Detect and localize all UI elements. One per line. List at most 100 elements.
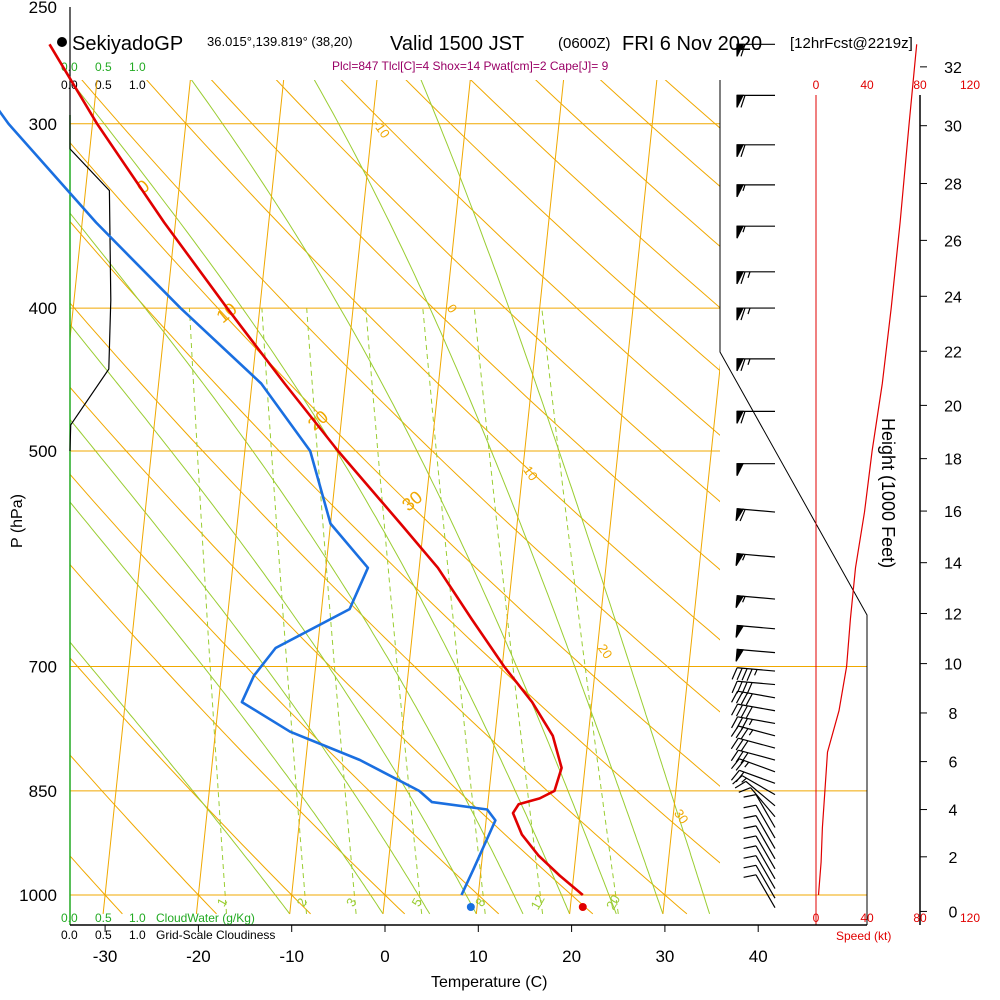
wind-barb-full [743, 835, 757, 840]
moist-adiabat-line [190, 80, 617, 915]
wind-barb-full [730, 725, 739, 737]
spd-top-tick-3: 120 [960, 78, 980, 92]
wind-barb [736, 463, 775, 476]
mixing-ratio-label: 20 [603, 892, 623, 912]
wind-barb-staff [755, 804, 776, 839]
height-tick-label: 4 [949, 803, 958, 820]
wind-barb-full [732, 775, 743, 785]
wind-barb-full [740, 307, 746, 321]
wind-barb-staff [738, 749, 776, 761]
wind-barb-full [735, 704, 744, 717]
wind-barb [743, 874, 776, 908]
wind-barb-full [734, 780, 747, 789]
bottom-speed-scale: 0 40 80 120 [813, 911, 981, 925]
wind-barb-full [731, 716, 739, 729]
wind-barb-half [747, 358, 751, 366]
pressure-tick-label: 700 [29, 658, 57, 677]
bottom-cloudiness-scale: 0.0 0.5 1.0 Grid-Scale Cloudiness [61, 928, 275, 942]
forecast-info: [12hrFcst@2219z] [790, 35, 913, 52]
dry-adiabat-line [405, 80, 720, 372]
surface-temperature-dot [578, 903, 587, 911]
temperature-tick-label: 40 [749, 947, 768, 966]
height-tick-label: 30 [944, 119, 962, 136]
dry-adiabat-line [535, 80, 720, 248]
spd-top-tick-0: 0 [813, 78, 820, 92]
height-tick-label: 22 [944, 344, 962, 361]
wind-barb-full [730, 737, 739, 750]
wind-barb-full [743, 794, 757, 798]
dry-adiabats [70, 7, 1000, 915]
wind-barb-full [740, 740, 749, 752]
isobars [70, 123, 867, 896]
dry-adiabat-line [70, 386, 594, 915]
wind-barb [731, 680, 776, 695]
isotherms [70, 80, 720, 914]
top-cloudiness-scale: 0.0 0.5 1.0 [61, 78, 146, 92]
temperature-profile [48, 43, 584, 896]
dry-adiabat-line [81, 80, 720, 713]
wind-barb-half [747, 307, 751, 315]
spd-bot-tick-1: 40 [860, 911, 874, 925]
wind-speed-line [817, 44, 918, 896]
cw-bot-tick-1: 0.5 [95, 911, 112, 925]
temperature-tick-label: 20 [562, 947, 581, 966]
mixing-ratio-line [422, 308, 486, 914]
wind-barb [743, 855, 776, 889]
height-tick-label: 14 [944, 556, 962, 573]
wind-barb-staff [739, 769, 776, 784]
wind-barb-staff [738, 737, 776, 749]
wind-barb-staff [755, 864, 776, 899]
temperature-tick-label: -10 [279, 947, 304, 966]
cl-bot-tick-1: 0.5 [95, 928, 112, 942]
station-marker-icon [57, 37, 67, 47]
speed-label: Speed (kt) [836, 929, 891, 943]
wind-barb-full [730, 769, 740, 781]
height-tick-label: 16 [944, 504, 962, 521]
dry-adiabat-line [70, 473, 500, 915]
wind-barb-full [740, 271, 746, 285]
wind-barb-flag [736, 94, 744, 108]
spd-bot-tick-2: 80 [913, 911, 927, 925]
dry-adiabat-line [70, 855, 123, 915]
wind-barb-staff [755, 845, 776, 880]
wind-barb-full [739, 509, 746, 522]
wind-barb-staff [737, 667, 776, 672]
wind-barb [736, 225, 775, 239]
wind-barb-full [746, 668, 753, 681]
station-name: SekiyadoGP [72, 33, 183, 55]
temperature-axis-label: Temperature (C) [431, 974, 547, 991]
height-tick-label: 26 [944, 233, 962, 250]
height-tick-label: 6 [949, 755, 958, 772]
dry-adiabat-line [664, 80, 720, 129]
mixing-ratio-label: 5 [408, 895, 425, 909]
wind-barb [738, 787, 776, 818]
dry-adiabat-line [962, 7, 1000, 914]
mixing-ratio-label: 1 [214, 895, 231, 909]
moist-adiabat-line [70, 212, 524, 915]
moist-adiabat-line [70, 323, 477, 915]
wind-barb [731, 703, 776, 719]
isotherm-label: 10 [520, 463, 541, 483]
wind-barb-flag [736, 271, 744, 285]
spd-top-tick-2: 80 [913, 78, 927, 92]
stability-indices: Plcl=847 Tlcl[C]=4 Shox=14 Pwat[cm]=2 Ca… [332, 59, 609, 73]
pressure-tick-label: 300 [29, 115, 57, 134]
wind-barb [735, 648, 776, 662]
dry-adiabat-label: 10 [213, 299, 241, 327]
wind-barb-full [731, 681, 738, 694]
isotherm-line [569, 80, 658, 914]
dry-adiabat-line [146, 80, 720, 641]
height-tick-label: 18 [944, 452, 962, 469]
wind-barb-staff [755, 815, 776, 849]
mixing-ratio-label: 3 [343, 895, 360, 909]
temperature-tick-label: 0 [380, 947, 389, 966]
wind-barb-flag [736, 463, 744, 476]
wind-barb [730, 725, 776, 740]
wind-barb-full [741, 668, 748, 681]
wind-barb-full [738, 787, 751, 793]
wind-barb-staff [741, 775, 776, 796]
spd-bot-tick-3: 120 [960, 911, 980, 925]
isotherm-line [289, 80, 378, 914]
